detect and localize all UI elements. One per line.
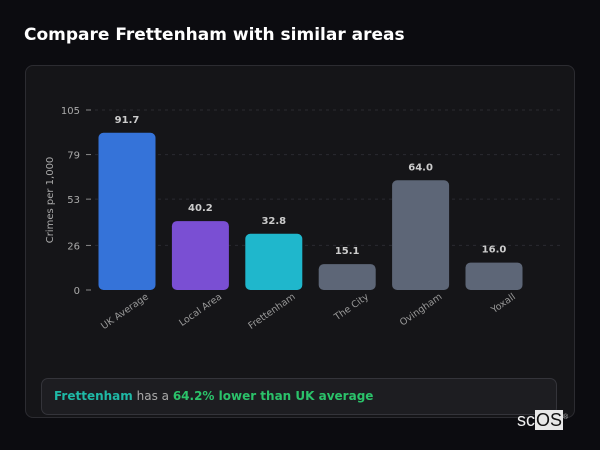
scos-logo: scOS® <box>517 410 569 430</box>
y-axis-label: Crimes per 1,000 <box>45 157 56 244</box>
x-tick-label: Ovingham <box>398 291 444 328</box>
bar-frettenham <box>245 233 303 290</box>
y-tick-label: 105 <box>61 106 80 117</box>
y-tick-label: 79 <box>67 151 80 162</box>
x-tick-label: Yoxall <box>489 291 518 316</box>
bar-local-area <box>171 221 229 290</box>
bar-value-label: 16.0 <box>482 245 507 256</box>
x-tick-label: Local Area <box>177 291 224 328</box>
y-tick-label: 26 <box>67 241 80 252</box>
bar-value-label: 91.7 <box>115 115 140 126</box>
x-tick-label: Frettenham <box>246 291 297 331</box>
comparison-callout: Frettenham has a 64.2% lower than UK ave… <box>41 378 557 415</box>
bar-uk-average <box>98 132 156 290</box>
bar-value-label: 32.8 <box>261 216 286 227</box>
bar-the-city <box>318 264 376 290</box>
callout-area: Frettenham <box>54 389 133 403</box>
y-tick-label: 53 <box>67 195 80 206</box>
page-title: Compare Frettenham with similar areas <box>24 25 405 45</box>
bar-value-label: 15.1 <box>335 246 360 257</box>
bar-ovingham <box>392 180 450 290</box>
bar-yoxall <box>465 262 523 290</box>
x-tick-label: The City <box>332 291 372 323</box>
x-tick-label: UK Average <box>99 291 151 332</box>
y-tick-label: 0 <box>74 286 80 297</box>
bar-value-label: 40.2 <box>188 203 213 214</box>
bar-value-label: 64.0 <box>408 162 433 173</box>
callout-comparison: 64.2% lower than UK average <box>172 389 374 403</box>
callout-text: has a <box>132 389 173 403</box>
